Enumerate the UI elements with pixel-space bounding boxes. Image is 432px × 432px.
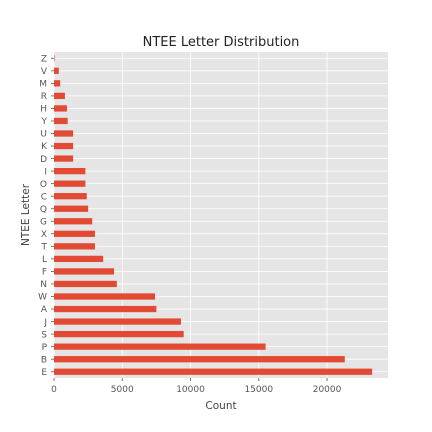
bar-N: [54, 280, 117, 288]
bar-I: [54, 167, 86, 175]
bar-Q: [54, 205, 89, 212]
bar-M: [54, 80, 61, 87]
y-tick-label: D: [40, 155, 47, 165]
y-tick-label: B: [41, 355, 47, 365]
y-tick-label: W: [38, 293, 47, 303]
y-tick-label: R: [41, 92, 47, 102]
bar-E: [54, 368, 373, 375]
y-tick-label: E: [41, 368, 47, 378]
x-axis-label: Count: [205, 400, 236, 412]
y-tick-label: S: [41, 330, 47, 340]
bar-Z: [54, 55, 55, 62]
bar-A: [54, 305, 157, 313]
bar-G: [54, 218, 93, 225]
y-tick-label: Z: [41, 54, 47, 64]
y-tick-label: V: [41, 67, 48, 77]
y-tick-label: F: [42, 268, 47, 278]
bar-X: [54, 230, 95, 237]
bar-R: [54, 92, 65, 100]
y-tick-label: U: [40, 130, 47, 140]
y-tick-label: Y: [41, 117, 48, 127]
y-tick-label: T: [41, 243, 48, 253]
x-tick-label: 0: [51, 385, 57, 395]
y-tick-label: I: [44, 167, 47, 177]
y-tick-label: A: [41, 305, 48, 315]
bar-J: [54, 318, 181, 325]
bar-V: [54, 67, 59, 74]
x-tick-label: 5000: [111, 385, 134, 395]
bar-B: [54, 356, 345, 363]
x-tick-label: 20000: [313, 385, 342, 395]
y-tick-label: O: [40, 180, 47, 190]
y-tick-label: Q: [40, 205, 47, 215]
bar-O: [54, 180, 86, 187]
bar-K: [54, 142, 74, 150]
bars: [54, 55, 373, 375]
x-tick-label: 10000: [176, 385, 205, 395]
y-axis-label: NTEE Letter: [20, 183, 32, 246]
x-tick-label: 15000: [244, 385, 273, 395]
bar-F: [54, 268, 115, 275]
bar-T: [54, 243, 95, 250]
bar-Y: [54, 117, 68, 125]
bar-S: [54, 330, 184, 338]
y-tick-label: P: [42, 343, 48, 353]
y-tick-label: N: [40, 280, 47, 290]
x-axis-ticks: 0 5000 10000 15000 20000: [51, 378, 342, 395]
y-tick-label: G: [40, 217, 47, 227]
y-tick-label: X: [41, 230, 47, 240]
y-tick-label: C: [41, 192, 47, 202]
bar-P: [54, 343, 266, 350]
bar-H: [54, 105, 67, 112]
y-tick-label: J: [43, 318, 47, 328]
bar-L: [54, 255, 104, 263]
y-tick-label: H: [40, 105, 47, 115]
bar-U: [54, 130, 74, 137]
y-tick-label: M: [39, 80, 47, 90]
chart-title: NTEE Letter Distribution: [143, 35, 300, 50]
plot-background: [54, 52, 388, 378]
y-tick-label: K: [41, 142, 48, 152]
bar-C: [54, 193, 87, 200]
y-tick-label: L: [42, 255, 47, 265]
bar-W: [54, 293, 156, 300]
bar-D: [54, 155, 74, 162]
